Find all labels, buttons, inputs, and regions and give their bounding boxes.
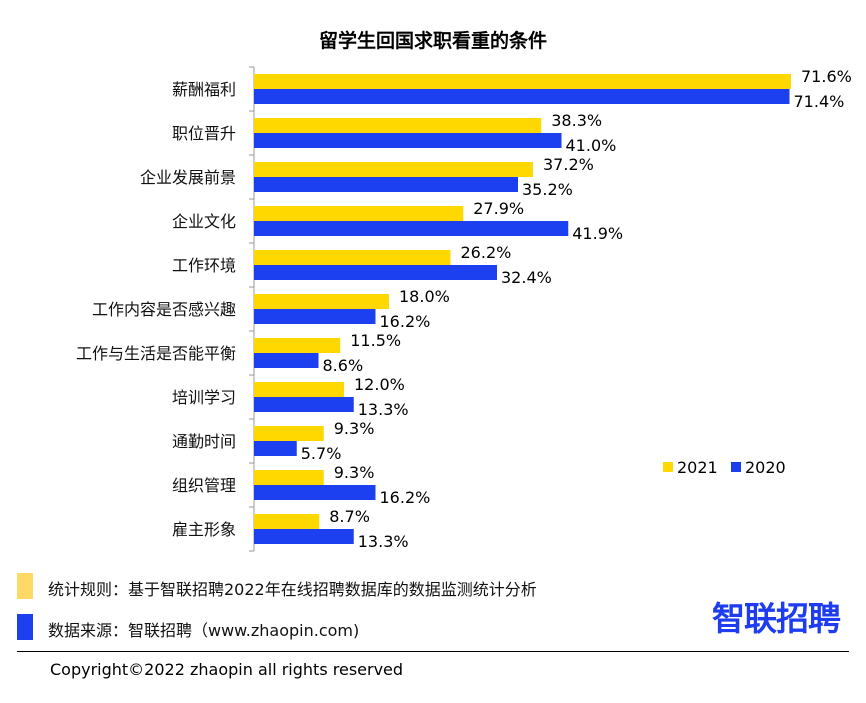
data-label-2020: 13.3% — [358, 400, 409, 419]
data-label-2021: 12.0% — [354, 375, 405, 394]
data-label-2021: 37.2% — [543, 155, 594, 174]
bar-2021 — [254, 118, 542, 133]
category-label: 工作与生活是否能平衡 — [76, 344, 236, 363]
bar-2020 — [254, 397, 354, 412]
data-label-2021: 9.3% — [334, 419, 375, 438]
data-label-2020: 16.2% — [380, 312, 431, 331]
bar-2020 — [254, 221, 569, 236]
divider — [17, 651, 849, 652]
data-label-2020: 16.2% — [380, 488, 431, 507]
rule-swatch — [17, 573, 33, 599]
data-label-2021: 71.6% — [801, 67, 852, 86]
data-label-2021: 8.7% — [329, 507, 370, 526]
data-label-2021: 11.5% — [350, 331, 401, 350]
bar-2020 — [254, 441, 297, 456]
category-label: 培训学习 — [172, 388, 236, 407]
bar-2020 — [254, 177, 518, 192]
data-label-2020: 41.0% — [566, 136, 617, 155]
bar-chart: 薪酬福利 71.6% 71.4% 职位晋升 38.3% 41.0% 企业发展前景 37.2% 3… — [76, 66, 852, 552]
bar-2021 — [254, 514, 320, 529]
bar-2021 — [254, 382, 344, 397]
bar-2021 — [254, 426, 324, 441]
legend-label-2021: 2021 — [677, 458, 718, 477]
category-label: 企业发展前景 — [140, 168, 236, 187]
bar-2021 — [254, 162, 533, 177]
data-label-2020: 35.2% — [522, 180, 573, 199]
copyright: Copyright©2022 zhaopin all rights reserv… — [50, 660, 404, 679]
source-note: 数据来源：智联招聘（www.zhaopin.com) — [48, 621, 360, 640]
bar-2020 — [254, 133, 562, 148]
data-label-2021: 9.3% — [334, 463, 375, 482]
bar-2020 — [254, 89, 790, 104]
rule-note: 统计规则：基于智联招聘2022年在线招聘数据库的数据监测统计分析 — [48, 580, 537, 599]
category-label: 组织管理 — [172, 476, 236, 495]
category-label: 工作内容是否感兴趣 — [92, 300, 236, 319]
data-label-2020: 8.6% — [323, 356, 364, 375]
category-label: 雇主形象 — [172, 520, 236, 539]
category-label: 职位晋升 — [172, 124, 236, 143]
category-label: 薪酬福利 — [172, 80, 236, 99]
legend-swatch-2020 — [731, 462, 741, 472]
bar-2021 — [254, 74, 791, 89]
data-label-2021: 26.2% — [461, 243, 512, 262]
chart-title: 留学生回国求职看重的条件 — [318, 30, 547, 52]
data-label-2020: 13.3% — [358, 532, 409, 551]
bar-2020 — [254, 529, 354, 544]
bar-2021 — [254, 338, 341, 353]
bar-2021 — [254, 206, 464, 221]
data-label-2020: 71.4% — [794, 92, 845, 111]
data-label-2021: 18.0% — [399, 287, 450, 306]
bar-2021 — [254, 294, 389, 309]
data-label-2020: 32.4% — [501, 268, 552, 287]
bar-2020 — [254, 309, 376, 324]
bar-2020 — [254, 485, 376, 500]
zhaopin-logo: 智联招聘 — [712, 599, 841, 638]
bar-2021 — [254, 470, 324, 485]
data-label-2021: 27.9% — [473, 199, 524, 218]
source-swatch — [17, 614, 33, 640]
bar-2021 — [254, 250, 451, 265]
data-label-2020: 5.7% — [301, 444, 342, 463]
bar-2020 — [254, 265, 497, 280]
category-label: 通勤时间 — [172, 432, 236, 451]
bar-2020 — [254, 353, 319, 368]
data-label-2020: 41.9% — [572, 224, 623, 243]
category-label: 企业文化 — [172, 212, 236, 231]
category-label: 工作环境 — [172, 256, 236, 275]
data-label-2021: 38.3% — [551, 111, 602, 130]
legend-swatch-2021 — [663, 462, 673, 472]
legend-label-2020: 2020 — [745, 458, 786, 477]
